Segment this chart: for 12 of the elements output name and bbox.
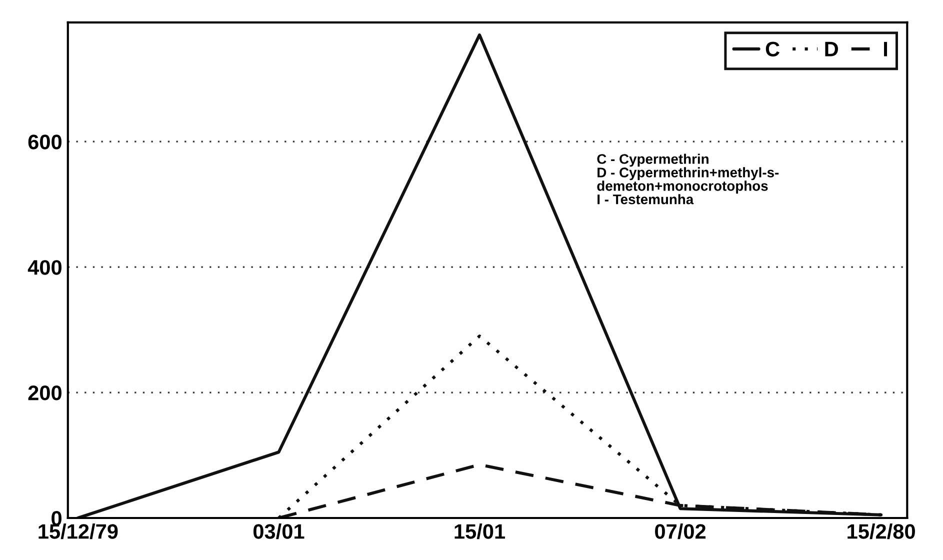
x-tick-label: 15/01 bbox=[454, 524, 505, 540]
y-tick-label: 200 bbox=[28, 386, 62, 400]
legend-label: D bbox=[825, 42, 838, 56]
y-tick-label: 600 bbox=[28, 134, 62, 150]
x-tick-label: 07/02 bbox=[655, 524, 706, 540]
legend-label: C bbox=[766, 42, 780, 56]
x-tick-label: 15/12/79 bbox=[38, 524, 118, 540]
annotation: C - Cypermethrin D - Cypermethrin+methyl-s- demeton+monocrotophos I - Testemunha bbox=[597, 154, 779, 204]
y-tick-label: 400 bbox=[28, 260, 62, 275]
legend-label: I bbox=[884, 42, 888, 56]
x-tick-label: 03/01 bbox=[253, 524, 304, 540]
x-tick-label: 15/2/80 bbox=[848, 524, 915, 540]
